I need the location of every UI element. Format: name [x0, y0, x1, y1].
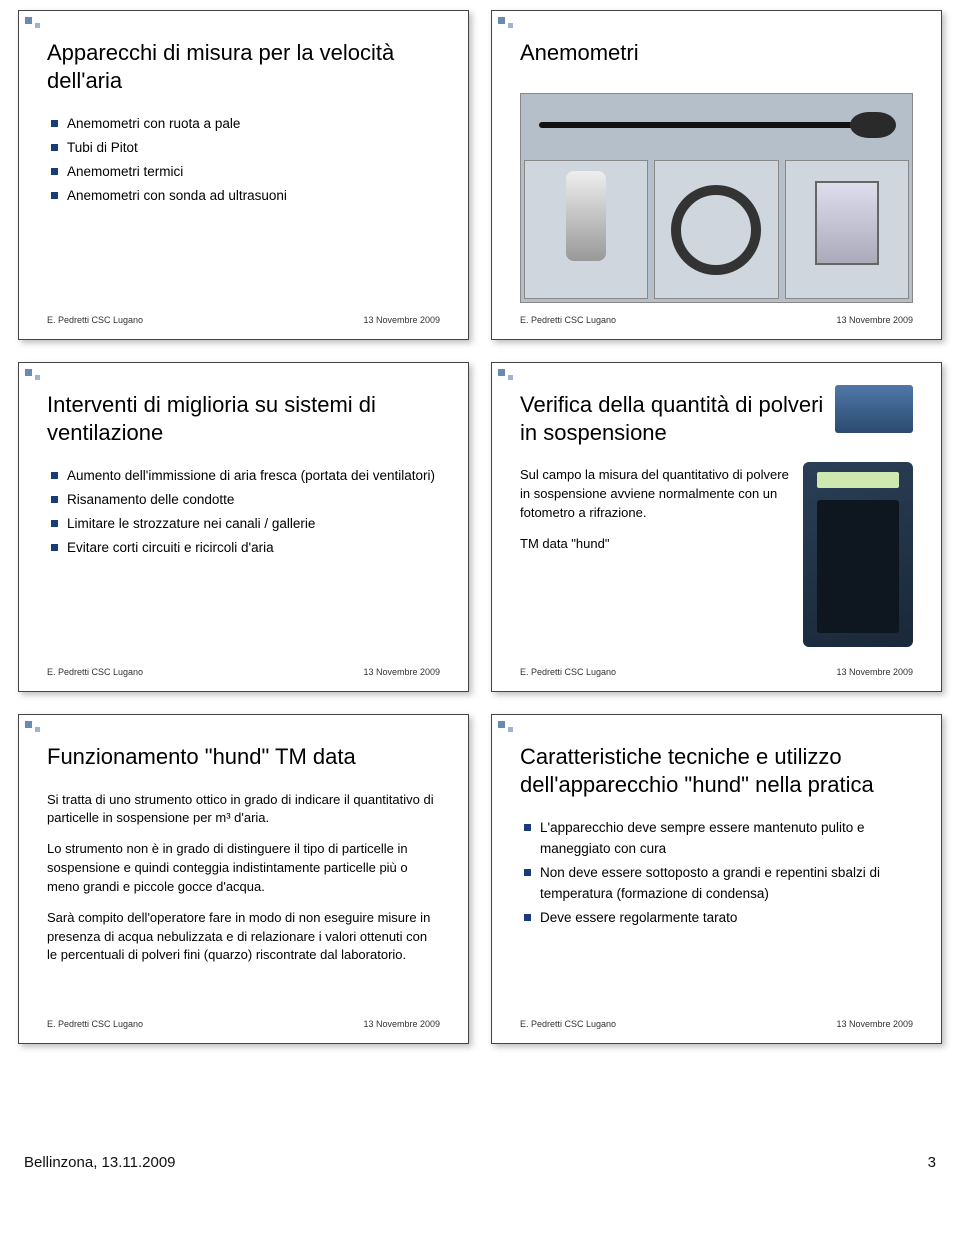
- bullet-item: Limitare le strozzature nei canali / gal…: [51, 514, 440, 535]
- slide-3: Interventi di miglioria su sistemi di ve…: [18, 362, 469, 692]
- slide-title: Interventi di miglioria su sistemi di ve…: [47, 391, 440, 446]
- slide-body: Sul campo la misura del quantitativo di …: [520, 466, 913, 659]
- device-handheld: [524, 160, 648, 299]
- footer-date: 13 Novembre 2009: [836, 667, 913, 677]
- slide-6: Caratteristiche tecniche e utilizzo dell…: [491, 714, 942, 1044]
- paragraph: Si tratta di uno strumento ottico in gra…: [47, 791, 440, 829]
- bullet-item: L'apparecchio deve sempre essere mantenu…: [524, 818, 913, 860]
- corner-decoration: [498, 17, 522, 31]
- device-ultrasonic: [785, 160, 909, 299]
- footer-author: E. Pedretti CSC Lugano: [520, 315, 616, 325]
- slide-title: Verifica della quantità di polveri in so…: [520, 391, 825, 446]
- slide-4: Verifica della quantità di polveri in so…: [491, 362, 942, 692]
- bullet-item: Aumento dell'immissione di aria fresca (…: [51, 466, 440, 487]
- paragraph: Sul campo la misura del quantitativo di …: [520, 466, 791, 523]
- slide-title: Apparecchi di misura per la velocità del…: [47, 39, 440, 94]
- page-footer-right: 3: [928, 1154, 936, 1171]
- probe-graphic: [539, 122, 894, 128]
- bullet-list: L'apparecchio deve sempre essere mantenu…: [520, 818, 913, 929]
- slide-body: Anemometri con ruota a pale Tubi di Pito…: [47, 114, 440, 307]
- slide-body: L'apparecchio deve sempre essere mantenu…: [520, 818, 913, 1011]
- slide-footer: E. Pedretti CSC Lugano 13 Novembre 2009: [47, 307, 440, 325]
- bullet-item: Non deve essere sottoposto a grandi e re…: [524, 863, 913, 905]
- footer-date: 13 Novembre 2009: [836, 315, 913, 325]
- slide-5: Funzionamento "hund" TM data Si tratta d…: [18, 714, 469, 1044]
- footer-author: E. Pedretti CSC Lugano: [520, 667, 616, 677]
- slide-footer: E. Pedretti CSC Lugano 13 Novembre 2009: [520, 307, 913, 325]
- slide-body: Aumento dell'immissione di aria fresca (…: [47, 466, 440, 659]
- text-column: Sul campo la misura del quantitativo di …: [520, 466, 791, 659]
- slide-grid: Apparecchi di misura per la velocità del…: [18, 10, 942, 1044]
- footer-date: 13 Novembre 2009: [363, 1019, 440, 1029]
- bullet-list: Aumento dell'immissione di aria fresca (…: [47, 466, 440, 559]
- bullet-item: Anemometri termici: [51, 162, 440, 183]
- footer-author: E. Pedretti CSC Lugano: [520, 1019, 616, 1029]
- corner-decoration: [498, 369, 522, 383]
- bullet-item: Anemometri con sonda ad ultrasuoni: [51, 186, 440, 207]
- device-vane: [654, 160, 778, 299]
- slide-footer: E. Pedretti CSC Lugano 13 Novembre 2009: [47, 1011, 440, 1029]
- bullet-item: Evitare corti circuiti e ricircoli d'ari…: [51, 538, 440, 559]
- slide-title: Anemometri: [520, 39, 913, 67]
- slide-body: [520, 87, 913, 308]
- footer-date: 13 Novembre 2009: [836, 1019, 913, 1029]
- slide-footer: E. Pedretti CSC Lugano 13 Novembre 2009: [520, 1011, 913, 1029]
- bullet-item: Deve essere regolarmente tarato: [524, 908, 913, 929]
- bullet-item: Anemometri con ruota a pale: [51, 114, 440, 135]
- footer-author: E. Pedretti CSC Lugano: [47, 667, 143, 677]
- probe-head-graphic: [850, 112, 896, 138]
- footer-date: 13 Novembre 2009: [363, 315, 440, 325]
- footer-author: E. Pedretti CSC Lugano: [47, 315, 143, 325]
- slide-title: Caratteristiche tecniche e utilizzo dell…: [520, 743, 913, 798]
- paragraph: TM data "hund": [520, 535, 791, 554]
- paragraph: Lo strumento non è in grado di distingue…: [47, 840, 440, 897]
- corner-decoration: [498, 721, 522, 735]
- page-footer: Bellinzona, 13.11.2009 3: [18, 1154, 942, 1171]
- corner-decoration: [25, 721, 49, 735]
- slide-1: Apparecchi di misura per la velocità del…: [18, 10, 469, 340]
- bullet-item: Risanamento delle condotte: [51, 490, 440, 511]
- corner-decoration: [25, 369, 49, 383]
- bullet-item: Tubi di Pitot: [51, 138, 440, 159]
- corner-decoration: [25, 17, 49, 31]
- devices-row: [521, 157, 912, 302]
- title-thumbnail: [835, 385, 913, 433]
- slide-body: Si tratta di uno strumento ottico in gra…: [47, 791, 440, 1012]
- page-footer-left: Bellinzona, 13.11.2009: [24, 1154, 176, 1171]
- slide-footer: E. Pedretti CSC Lugano 13 Novembre 2009: [47, 659, 440, 677]
- footer-author: E. Pedretti CSC Lugano: [47, 1019, 143, 1029]
- slide-2: Anemometri E. Pedretti CSC Lugano 13 Nov…: [491, 10, 942, 340]
- paragraph: Sarà compito dell'operatore fare in modo…: [47, 909, 440, 966]
- slide-title: Funzionamento "hund" TM data: [47, 743, 440, 771]
- bullet-list: Anemometri con ruota a pale Tubi di Pito…: [47, 114, 440, 207]
- footer-date: 13 Novembre 2009: [363, 667, 440, 677]
- title-row: Verifica della quantità di polveri in so…: [520, 385, 913, 466]
- slide-footer: E. Pedretti CSC Lugano 13 Novembre 2009: [520, 659, 913, 677]
- anemometer-image-area: [520, 93, 913, 303]
- photometer-graphic: [803, 462, 913, 647]
